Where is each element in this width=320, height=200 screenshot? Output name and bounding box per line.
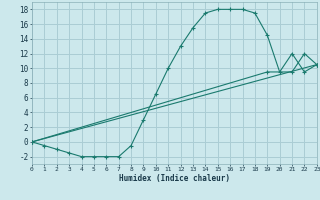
X-axis label: Humidex (Indice chaleur): Humidex (Indice chaleur) <box>119 174 230 183</box>
